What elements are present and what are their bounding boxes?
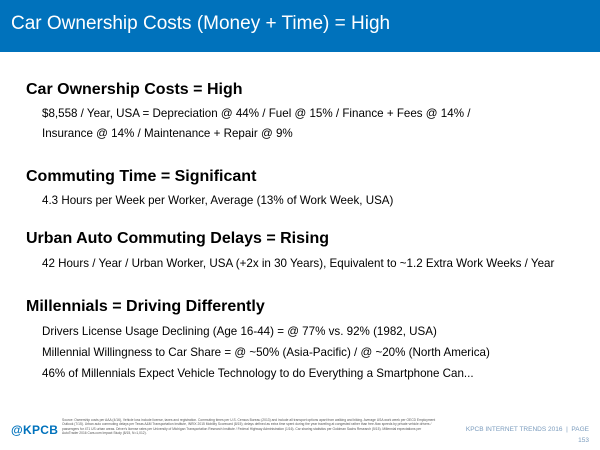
ownership-cost-line-1: $8,558 / Year, USA = Depreciation @ 44% … [42,107,471,120]
kpcb-logo: @KPCB [11,423,59,437]
title-bar: Car Ownership Costs (Money + Time) = Hig… [0,0,600,52]
commuting-delays-line-1: 42 Hours / Year / Urban Worker, USA (+2x… [42,257,555,270]
section-heading-millennials: Millennials = Driving Differently [26,298,265,315]
section-heading-commuting-delays: Urban Auto Commuting Delays = Rising [26,230,329,247]
section-heading-commuting-time: Commuting Time = Significant [26,168,257,185]
ownership-cost-line-2: Insurance @ 14% / Maintenance + Repair @… [42,127,293,140]
millennials-line-1: Drivers License Usage Declining (Age 16-… [42,325,437,338]
millennials-line-3: 46% of Millennials Expect Vehicle Techno… [42,367,474,380]
footer-page-number: 153 [578,437,589,444]
millennials-line-2: Millennial Willingness to Car Share = @ … [42,346,490,359]
footer-report-label: KPCB INTERNET TRENDS 2016 | PAGE [466,426,589,433]
footer-source-note: Source: Ownership costs per AAA (4/16), … [62,418,436,435]
footer-report-name: KPCB INTERNET TRENDS 2016 [465,426,563,433]
section-heading-ownership-costs: Car Ownership Costs = High [26,81,243,98]
footer-separator: | [566,426,568,433]
slide-title: Car Ownership Costs (Money + Time) = Hig… [11,13,391,34]
footer-page-label: PAGE [571,426,589,433]
commuting-time-line-1: 4.3 Hours per Week per Worker, Average (… [42,194,394,207]
